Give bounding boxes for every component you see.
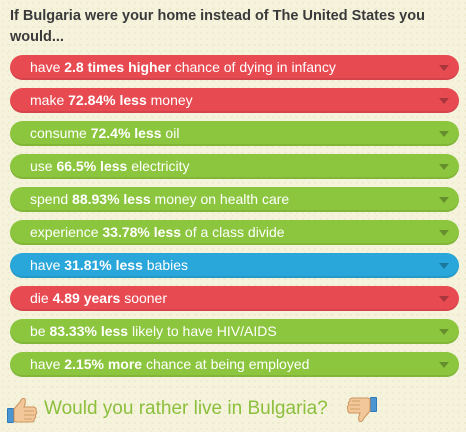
row-suffix: of a class divide bbox=[181, 224, 285, 240]
row-prefix: have bbox=[30, 257, 65, 273]
thumbs-up-icon[interactable] bbox=[4, 394, 40, 426]
comparison-row[interactable]: spend 88.93% less money on health care bbox=[10, 187, 459, 212]
row-suffix: babies bbox=[142, 257, 189, 273]
comparison-row[interactable]: be 83.33% less likely to have HIV/AIDS bbox=[10, 319, 459, 344]
row-suffix: chance of dying in infancy bbox=[170, 59, 336, 75]
row-prefix: experience bbox=[30, 224, 103, 240]
row-suffix: electricity bbox=[127, 158, 190, 174]
page-heading: If Bulgaria were your home instead of Th… bbox=[10, 8, 425, 45]
comparison-row[interactable]: make 72.84% less money bbox=[10, 88, 459, 113]
row-prefix: have bbox=[30, 59, 65, 75]
chevron-down-icon[interactable] bbox=[439, 230, 449, 236]
row-value: 83.33% less bbox=[49, 323, 129, 339]
row-suffix: oil bbox=[161, 125, 180, 141]
chevron-down-icon[interactable] bbox=[439, 65, 449, 71]
row-suffix: money bbox=[146, 92, 193, 108]
row-value: 31.81% less bbox=[64, 257, 143, 273]
row-suffix: sooner bbox=[120, 290, 168, 306]
comparison-row[interactable]: use 66.5% less electricity bbox=[10, 154, 459, 179]
chevron-down-icon[interactable] bbox=[439, 263, 449, 269]
row-value: 2.8 times higher bbox=[64, 59, 171, 75]
comparison-row[interactable]: consume 72.4% less oil bbox=[10, 121, 459, 146]
chevron-down-icon[interactable] bbox=[439, 98, 449, 104]
row-value: 2.15% more bbox=[64, 356, 143, 372]
comparison-row[interactable]: have 2.15% more chance at being employed bbox=[10, 352, 459, 377]
chevron-down-icon[interactable] bbox=[439, 164, 449, 170]
row-prefix: have bbox=[30, 356, 65, 372]
row-value: 72.84% less bbox=[68, 92, 147, 108]
row-prefix: be bbox=[30, 323, 50, 339]
comparison-row[interactable]: have 31.81% less babies bbox=[10, 253, 459, 278]
rather-live-question: Would you rather live in Bulgaria? bbox=[44, 398, 328, 419]
chevron-down-icon[interactable] bbox=[439, 131, 449, 137]
row-value: 88.93% less bbox=[72, 191, 151, 207]
row-prefix: die bbox=[30, 290, 53, 306]
chevron-down-icon[interactable] bbox=[439, 197, 449, 203]
chevron-down-icon[interactable] bbox=[439, 296, 449, 302]
row-prefix: use bbox=[30, 158, 57, 174]
comparison-row[interactable]: experience 33.78% less of a class divide bbox=[10, 220, 459, 245]
comparison-row[interactable]: die 4.89 years sooner bbox=[10, 286, 459, 311]
row-suffix: likely to have HIV/AIDS bbox=[128, 323, 277, 339]
row-value: 72.4% less bbox=[90, 125, 162, 141]
row-suffix: chance at being employed bbox=[142, 356, 310, 372]
row-value: 66.5% less bbox=[56, 158, 128, 174]
row-prefix: consume bbox=[30, 125, 91, 141]
chevron-down-icon[interactable] bbox=[439, 362, 449, 368]
thumbs-down-icon[interactable] bbox=[344, 394, 380, 426]
chevron-down-icon[interactable] bbox=[439, 329, 449, 335]
row-suffix: money on health care bbox=[150, 191, 290, 207]
row-value: 33.78% less bbox=[102, 224, 182, 240]
vote-footer: Would you rather live in Bulgaria? bbox=[0, 394, 466, 426]
row-value: 4.89 years bbox=[52, 290, 121, 306]
row-prefix: spend bbox=[30, 191, 73, 207]
comparison-row[interactable]: have 2.8 times higher chance of dying in… bbox=[10, 55, 459, 80]
comparison-list: have 2.8 times higher chance of dying in… bbox=[10, 55, 459, 385]
row-prefix: make bbox=[30, 92, 69, 108]
